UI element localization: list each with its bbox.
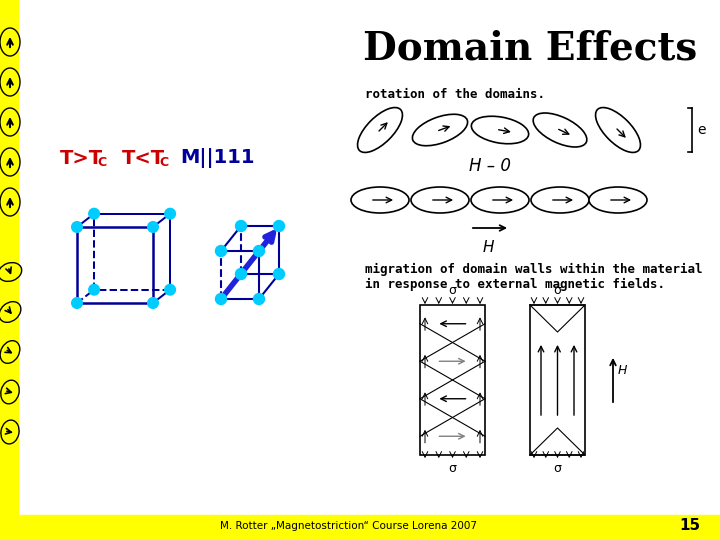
Bar bbox=[0, 515, 720, 540]
Text: M. Rotter „Magnetostriction“ Course Lorena 2007: M. Rotter „Magnetostriction“ Course Lore… bbox=[220, 521, 477, 531]
Circle shape bbox=[274, 220, 284, 232]
Text: H: H bbox=[482, 240, 494, 255]
Text: T>T: T>T bbox=[60, 148, 103, 167]
Text: H – 0: H – 0 bbox=[469, 157, 511, 175]
Circle shape bbox=[72, 298, 82, 308]
Ellipse shape bbox=[358, 107, 402, 152]
Circle shape bbox=[215, 294, 227, 305]
Text: T<T: T<T bbox=[122, 148, 165, 167]
Text: σ: σ bbox=[449, 285, 456, 298]
Circle shape bbox=[89, 208, 99, 219]
Text: H: H bbox=[618, 363, 627, 376]
Ellipse shape bbox=[0, 148, 20, 176]
Text: 15: 15 bbox=[679, 518, 700, 534]
Text: M||111: M||111 bbox=[180, 148, 254, 168]
Circle shape bbox=[148, 298, 158, 308]
Text: in response to external magnetic fields.: in response to external magnetic fields. bbox=[365, 278, 665, 291]
Ellipse shape bbox=[472, 116, 528, 144]
Circle shape bbox=[165, 285, 176, 295]
Bar bbox=[530, 305, 585, 455]
Text: Domain Effects: Domain Effects bbox=[363, 30, 697, 68]
Ellipse shape bbox=[1, 380, 19, 404]
Ellipse shape bbox=[533, 113, 587, 147]
Text: σ: σ bbox=[554, 285, 562, 298]
Text: migration of domain walls within the material: migration of domain walls within the mat… bbox=[365, 263, 703, 276]
Circle shape bbox=[215, 246, 227, 256]
Circle shape bbox=[148, 222, 158, 232]
Ellipse shape bbox=[471, 187, 529, 213]
Bar bbox=[0, 0, 18, 540]
Ellipse shape bbox=[351, 187, 409, 213]
Ellipse shape bbox=[0, 188, 20, 216]
Ellipse shape bbox=[0, 28, 20, 56]
Text: C: C bbox=[159, 157, 168, 170]
Ellipse shape bbox=[0, 341, 20, 363]
Ellipse shape bbox=[0, 262, 22, 281]
Circle shape bbox=[72, 222, 82, 232]
Text: e: e bbox=[697, 123, 706, 137]
Circle shape bbox=[89, 285, 99, 295]
Text: C: C bbox=[97, 157, 106, 170]
Ellipse shape bbox=[411, 187, 469, 213]
Text: rotation of the domains.: rotation of the domains. bbox=[365, 88, 545, 101]
Circle shape bbox=[165, 208, 176, 219]
Ellipse shape bbox=[0, 302, 21, 322]
Circle shape bbox=[235, 268, 246, 280]
Ellipse shape bbox=[595, 107, 641, 152]
Circle shape bbox=[253, 246, 264, 256]
Ellipse shape bbox=[413, 114, 467, 146]
Ellipse shape bbox=[1, 420, 19, 444]
Text: σ: σ bbox=[449, 462, 456, 476]
Ellipse shape bbox=[0, 68, 20, 96]
Ellipse shape bbox=[0, 108, 20, 136]
Circle shape bbox=[274, 268, 284, 280]
Bar bbox=[420, 305, 485, 455]
Circle shape bbox=[235, 220, 246, 232]
Ellipse shape bbox=[589, 187, 647, 213]
Circle shape bbox=[253, 294, 264, 305]
Text: σ: σ bbox=[554, 462, 562, 476]
Ellipse shape bbox=[531, 187, 589, 213]
